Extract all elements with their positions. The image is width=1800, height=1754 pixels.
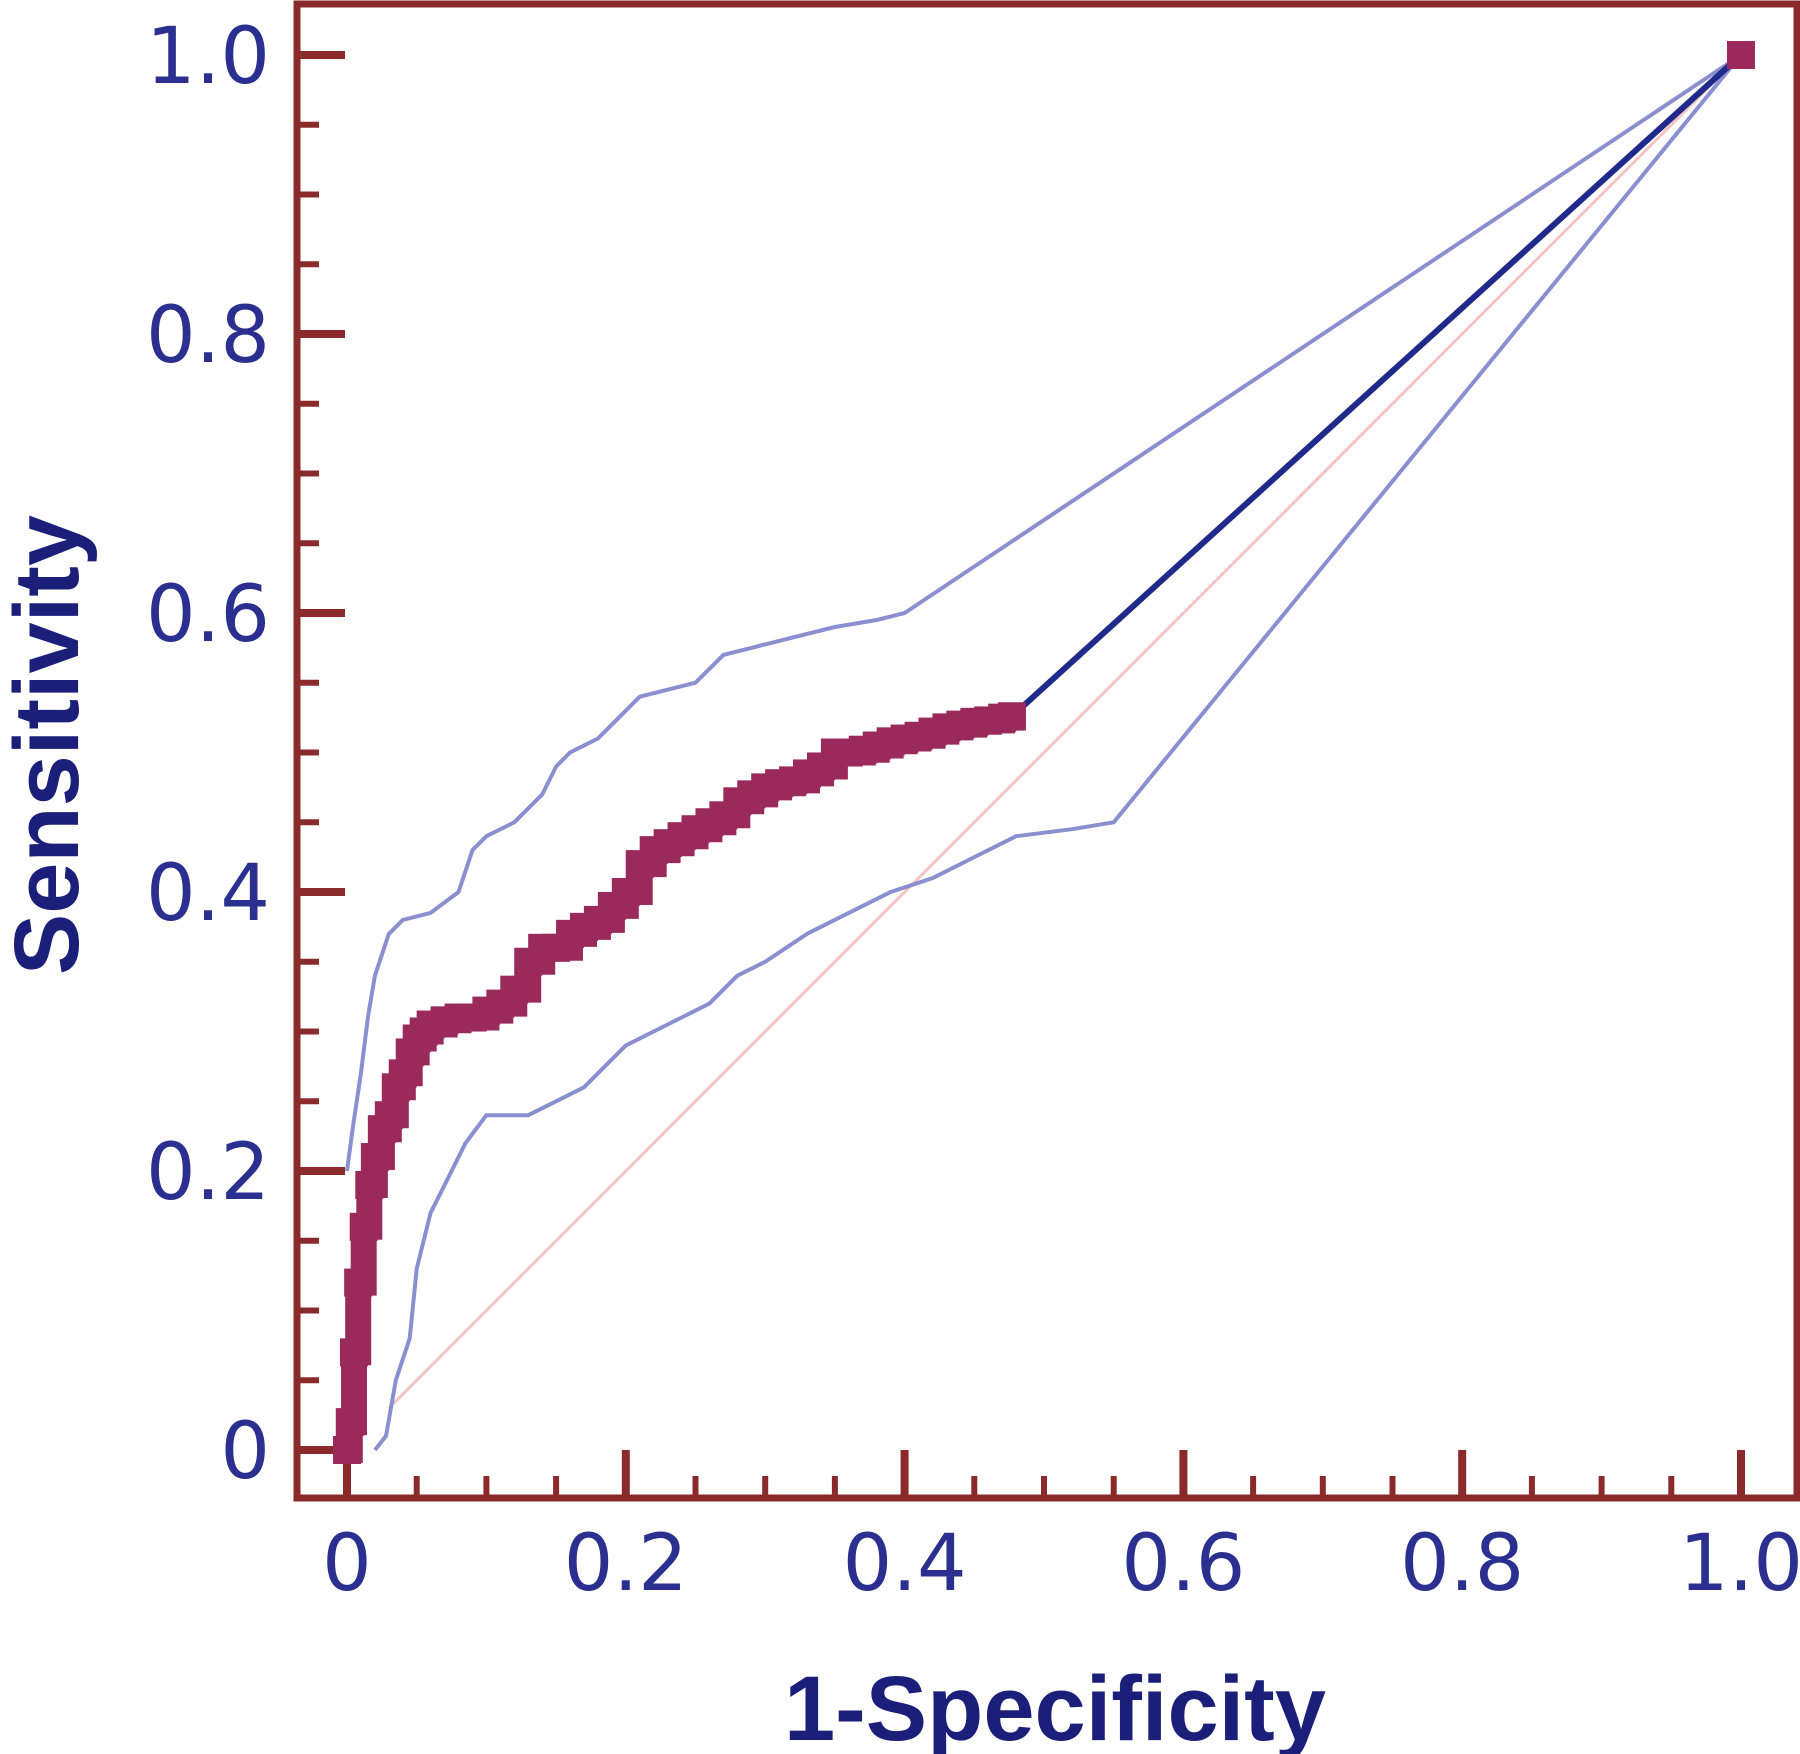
x-tick-labels: 0 0.2 0.4 0.6 0.8 1.0 <box>322 1519 1800 1609</box>
roc-point <box>500 975 529 1004</box>
roc-point <box>374 1101 403 1130</box>
roc-connector-line <box>1009 52 1744 719</box>
x-tick-label: 0.6 <box>1121 1519 1245 1609</box>
roc-point <box>344 1268 373 1297</box>
roc-point <box>997 702 1026 731</box>
y-tick-label: 0.8 <box>146 291 270 381</box>
x-tick-label: 0.2 <box>564 1519 688 1609</box>
roc-point <box>333 1436 361 1464</box>
y-tick-label: 0 <box>220 1407 270 1497</box>
roc-point <box>360 1143 389 1172</box>
roc-point <box>349 1212 378 1241</box>
y-axis-title: Sensitivity <box>0 515 98 975</box>
y-tick-label: 0.6 <box>146 570 270 660</box>
roc-point <box>355 1170 384 1199</box>
roc-point <box>1727 41 1755 69</box>
x-tick-label: 0.4 <box>843 1519 967 1609</box>
series-layer <box>333 41 1755 1464</box>
upper-ci-line <box>345 53 1743 1172</box>
y-tick-label: 0.4 <box>146 849 270 939</box>
x-tick-label: 1.0 <box>1679 1519 1800 1609</box>
y-tick-label: 1.0 <box>146 12 270 102</box>
roc-point <box>339 1338 368 1367</box>
y-tick-labels: 0 0.2 0.4 0.6 0.8 1.0 <box>146 12 270 1497</box>
x-tick-label: 0.8 <box>1400 1519 1524 1609</box>
x-axis-title: 1-Specificity <box>784 1658 1326 1754</box>
roc-point <box>335 1408 364 1437</box>
roc-point <box>611 878 640 906</box>
lower-ci-line <box>373 53 1743 1452</box>
minor-ticks <box>297 121 1675 1498</box>
y-tick-label: 0.2 <box>146 1128 270 1218</box>
x-tick-label: 0 <box>322 1519 372 1609</box>
reference-diagonal-line <box>387 53 1743 1410</box>
